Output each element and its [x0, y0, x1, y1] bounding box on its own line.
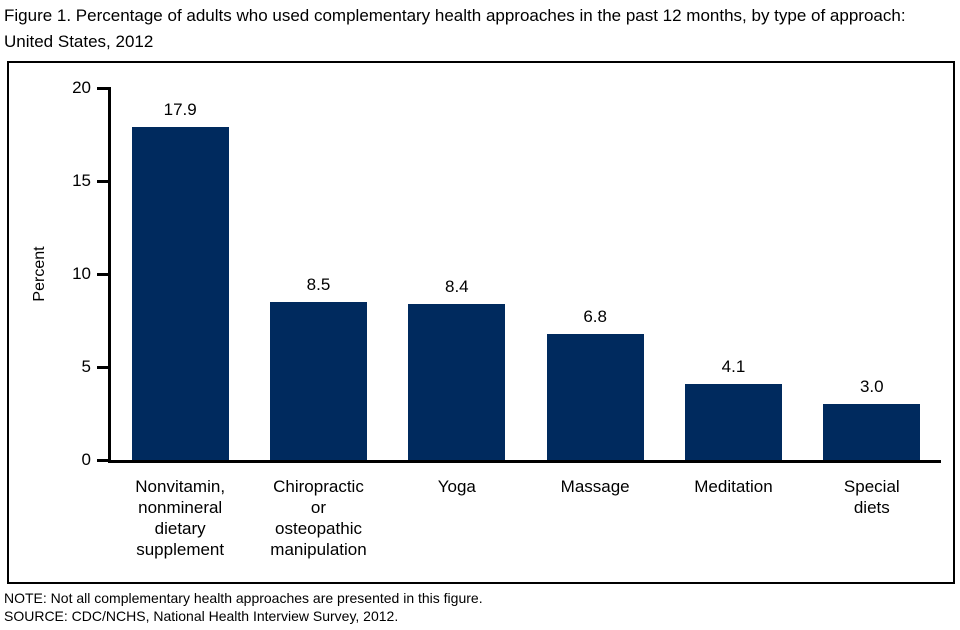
y-tick-label: 15 — [72, 171, 91, 190]
y-tick — [97, 272, 111, 276]
bar-value-label: 8.5 — [306, 274, 331, 294]
y-tick — [97, 365, 111, 369]
bars-container: 17.9 8.5 8.4 6.8 4.1 3.0 — [111, 88, 941, 460]
bar — [685, 383, 782, 460]
figure-title: Figure 1. Percentage of adults who used … — [4, 6, 906, 52]
x-axis-labels: Nonvitamin, nonmineral dietary supplemen… — [111, 476, 941, 560]
bar-value-label: 6.8 — [583, 306, 607, 326]
bar-value-label: 3.0 — [859, 377, 884, 397]
bar-cell: 4.1 — [664, 88, 802, 460]
bar-cell: 8.5 — [249, 88, 387, 460]
y-tick-label: 10 — [72, 264, 91, 283]
y-tick — [97, 179, 111, 183]
plot-area: 0 5 10 15 20 17.9 8.5 8.4 6.8 4.1 3.0 Nonvitamin,… — [72, 78, 941, 559]
y-tick — [97, 86, 111, 90]
x-category-label: Massage — [560, 477, 630, 496]
bar — [270, 301, 367, 460]
bar — [408, 303, 506, 460]
bar-cell: 3.0 — [803, 88, 941, 460]
bar — [131, 127, 229, 460]
bar-cell: 6.8 — [526, 88, 664, 460]
note-line: NOTE: Not all complementary health appro… — [4, 590, 483, 606]
chart-frame: Percent 0 5 10 15 20 17.9 8.5 8.4 6.8 4.1 3.0 Non… — [7, 61, 955, 584]
bar-value-label: 17.9 — [163, 100, 197, 120]
y-axis-title: Percent — [31, 246, 48, 302]
y-tick-label: 20 — [72, 78, 91, 97]
y-tick — [97, 458, 111, 462]
source-line: SOURCE: CDC/NCHS, National Health Interv… — [4, 608, 399, 625]
x-category-label: Yoga — [437, 477, 476, 496]
bar — [546, 333, 644, 460]
bar-cell: 8.4 — [388, 88, 526, 460]
bar — [823, 404, 921, 460]
y-tick-label: 5 — [81, 357, 91, 376]
x-category-label: Special diets — [843, 477, 900, 518]
x-category-label: Nonvitamin, nonmineral dietary supplemen… — [135, 477, 226, 560]
bar-cell: 17.9 — [111, 88, 249, 460]
bar-value-label: 4.1 — [721, 356, 746, 376]
bar-value-label: 8.4 — [444, 276, 469, 296]
x-category-label: Chiropractic or osteopathic manipulation — [270, 477, 367, 560]
y-tick-label: 0 — [81, 450, 91, 469]
x-category-label: Meditation — [694, 477, 773, 496]
footer-notes: NOTE: Not all complementary health appro… — [4, 589, 483, 626]
